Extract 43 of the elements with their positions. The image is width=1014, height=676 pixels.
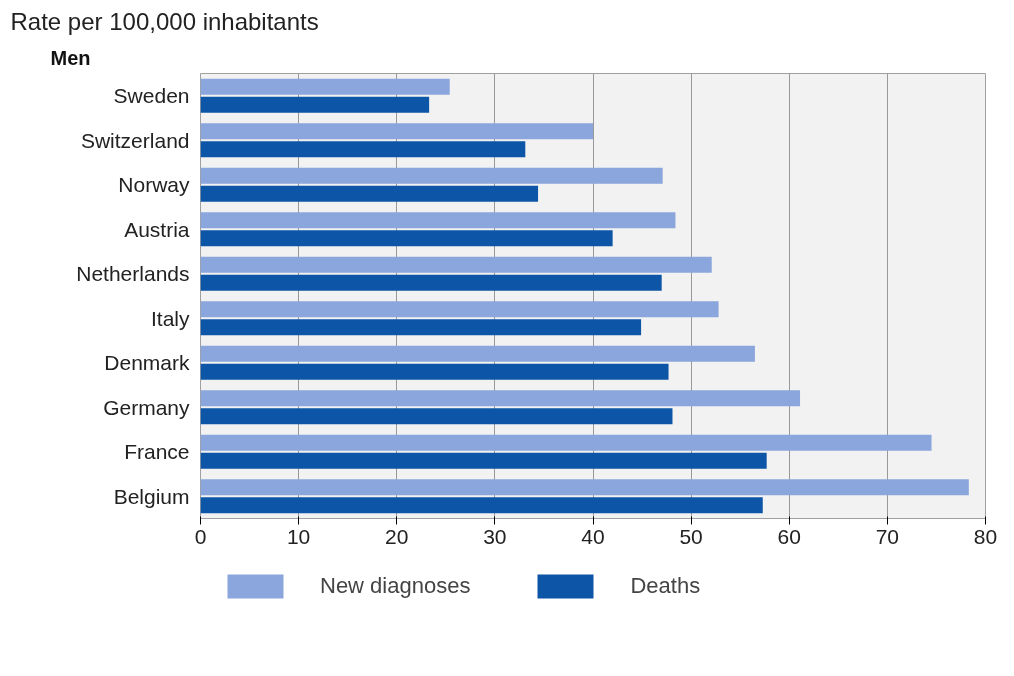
bar (200, 212, 676, 229)
y-tick-label: Germany (103, 395, 190, 419)
x-tick-label: 30 (483, 524, 507, 548)
bar (200, 452, 767, 469)
bar (200, 345, 755, 362)
bar (200, 363, 669, 380)
bar (200, 434, 932, 451)
bar (200, 390, 801, 407)
y-tick-label: France (124, 440, 190, 464)
x-tick-label: 80 (973, 524, 998, 548)
bar (200, 123, 593, 140)
x-tick-label: 10 (286, 524, 311, 548)
bar (200, 141, 526, 158)
x-tick-label: 70 (875, 524, 900, 548)
bar (200, 408, 673, 425)
chart-title: Rate per 100,000 inhabitants (10, 7, 319, 35)
y-tick-label: Austria (124, 217, 190, 241)
y-tick-label: Netherlands (76, 262, 190, 286)
bar (200, 319, 642, 336)
bar (200, 301, 719, 318)
legend-label: Deaths (630, 573, 701, 599)
x-tick-label: 60 (777, 524, 801, 548)
x-tick-label: 40 (581, 524, 605, 548)
bar (200, 497, 763, 514)
y-tick-label: Norway (118, 173, 190, 197)
chart-subtitle: Men (50, 46, 91, 69)
y-tick-label: Italy (150, 306, 190, 330)
x-tick-label: 20 (385, 524, 409, 548)
bar (200, 479, 969, 496)
bar (200, 230, 613, 247)
bar (200, 78, 450, 95)
y-tick-label: Denmark (104, 351, 190, 375)
y-tick-label: Sweden (113, 84, 190, 108)
legend-label: New diagnoses (320, 573, 471, 599)
bar (200, 167, 663, 184)
y-tick-label: Belgium (113, 484, 190, 508)
y-tick-label: Switzerland (80, 128, 190, 152)
x-tick-label: 50 (679, 524, 703, 548)
bar (200, 96, 430, 113)
bar (200, 185, 539, 202)
x-tick-label: 0 (194, 524, 207, 548)
bar (200, 274, 662, 291)
bar (200, 256, 712, 273)
